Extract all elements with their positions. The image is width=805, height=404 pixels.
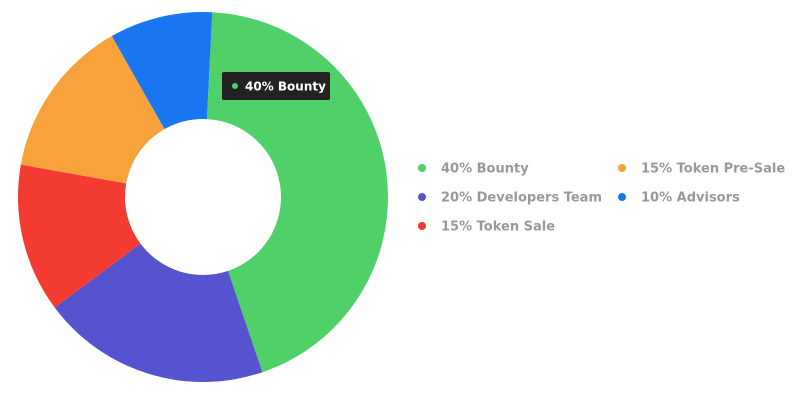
slice <box>111 12 213 130</box>
legend-label: 10% Advisors <box>641 191 740 206</box>
tooltip-dot <box>232 83 238 89</box>
legend-dot <box>418 193 426 201</box>
legend-dot <box>618 164 626 172</box>
slice <box>20 36 165 184</box>
legend-dot <box>618 193 626 201</box>
tooltip-text: 40% Bounty <box>245 80 326 94</box>
tooltip: 40% Bounty <box>222 72 330 100</box>
slice <box>54 243 263 382</box>
slice <box>18 164 141 308</box>
tooltip-box <box>222 72 330 100</box>
legend: 40% Bounty 20% Developers Team 15% Token S… <box>418 162 785 235</box>
legend-dot <box>418 222 426 230</box>
legend-dot <box>418 164 426 172</box>
slice <box>206 12 388 373</box>
donut <box>18 12 388 382</box>
legend-label: 40% Bounty <box>441 162 529 177</box>
legend-label: 20% Developers Team <box>441 191 602 206</box>
legend-label: 15% Token Pre-Sale <box>641 162 785 177</box>
legend-label: 15% Token Sale <box>441 220 555 235</box>
